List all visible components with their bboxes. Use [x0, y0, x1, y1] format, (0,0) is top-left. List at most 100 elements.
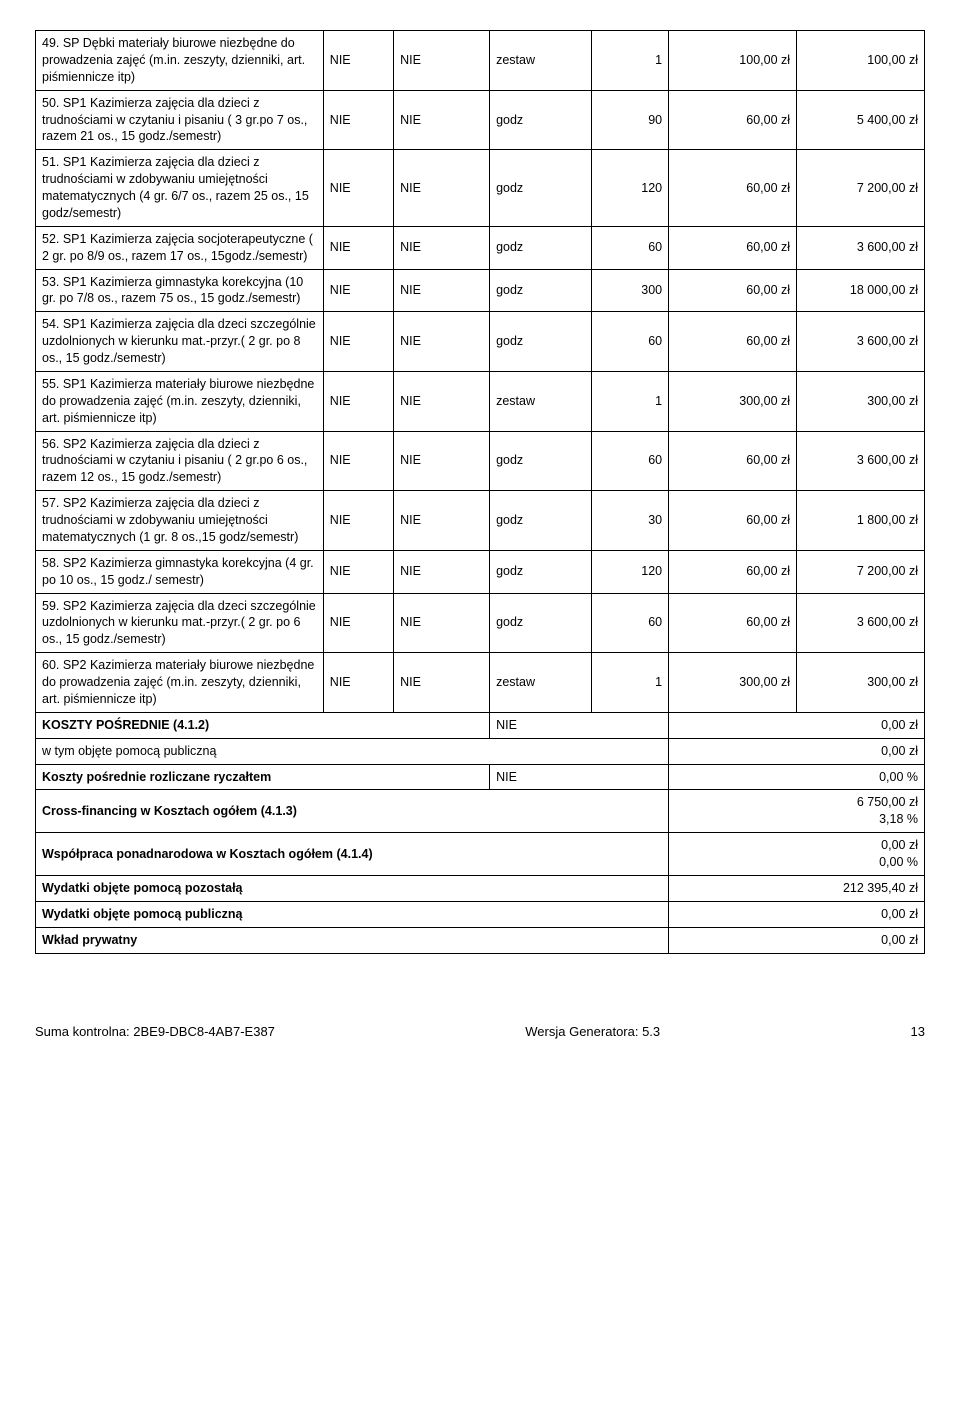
cell-c1: NIE — [323, 312, 393, 372]
cell-c1: NIE — [323, 226, 393, 269]
cell-unit: zestaw — [490, 371, 592, 431]
cell-total: 5 400,00 zł — [797, 90, 925, 150]
summary-row: Koszty pośrednie rozliczane ryczałtemNIE… — [36, 764, 925, 790]
cell-unit: godz — [490, 269, 592, 312]
cell-desc: 49. SP Dębki materiały biurowe niezbędne… — [36, 31, 324, 91]
summary-label: Cross-financing w Kosztach ogółem (4.1.3… — [36, 790, 669, 833]
cell-unit: godz — [490, 550, 592, 593]
cell-unit: godz — [490, 491, 592, 551]
cell-unit: godz — [490, 150, 592, 227]
summary-row: Wydatki objęte pomocą pozostałą212 395,4… — [36, 875, 925, 901]
cell-qty: 60 — [592, 431, 669, 491]
cell-c2: NIE — [394, 593, 490, 653]
summary-row: KOSZTY POŚREDNIE (4.1.2)NIE0,00 zł — [36, 712, 925, 738]
summary-row: Cross-financing w Kosztach ogółem (4.1.3… — [36, 790, 925, 833]
cell-c1: NIE — [323, 150, 393, 227]
cell-qty: 1 — [592, 371, 669, 431]
table-row: 53. SP1 Kazimierza gimnastyka korekcyjna… — [36, 269, 925, 312]
table-row: 57. SP2 Kazimierza zajęcia dla dzieci z … — [36, 491, 925, 551]
cell-c2: NIE — [394, 150, 490, 227]
cell-desc: 52. SP1 Kazimierza zajęcia socjoterapeut… — [36, 226, 324, 269]
cell-total: 7 200,00 zł — [797, 150, 925, 227]
cell-total: 7 200,00 zł — [797, 550, 925, 593]
cell-desc: 50. SP1 Kazimierza zajęcia dla dzieci z … — [36, 90, 324, 150]
cell-qty: 120 — [592, 550, 669, 593]
cell-c2: NIE — [394, 491, 490, 551]
summary-value: 0,00 zł — [669, 927, 925, 953]
summary-value: 6 750,00 zł3,18 % — [669, 790, 925, 833]
cell-price: 300,00 zł — [669, 371, 797, 431]
cell-price: 100,00 zł — [669, 31, 797, 91]
cell-c1: NIE — [323, 550, 393, 593]
cell-total: 300,00 zł — [797, 371, 925, 431]
summary-value: 0,00 % — [669, 764, 925, 790]
cell-c2: NIE — [394, 431, 490, 491]
summary-label: Koszty pośrednie rozliczane ryczałtem — [36, 764, 490, 790]
summary-value: 0,00 zł0,00 % — [669, 833, 925, 876]
cell-c2: NIE — [394, 31, 490, 91]
cell-price: 60,00 zł — [669, 312, 797, 372]
checksum: Suma kontrolna: 2BE9-DBC8-4AB7-E387 — [35, 1024, 275, 1039]
cell-price: 60,00 zł — [669, 491, 797, 551]
table-row: 50. SP1 Kazimierza zajęcia dla dzieci z … — [36, 90, 925, 150]
cell-total: 3 600,00 zł — [797, 312, 925, 372]
summary-value: 0,00 zł — [669, 712, 925, 738]
cell-price: 60,00 zł — [669, 226, 797, 269]
cell-desc: 58. SP2 Kazimierza gimnastyka korekcyjna… — [36, 550, 324, 593]
summary-label: KOSZTY POŚREDNIE (4.1.2) — [36, 712, 490, 738]
summary-label: Wydatki objęte pomocą pozostałą — [36, 875, 669, 901]
cell-total: 3 600,00 zł — [797, 226, 925, 269]
summary-row: w tym objęte pomocą publiczną0,00 zł — [36, 738, 925, 764]
cell-qty: 90 — [592, 90, 669, 150]
summary-value: 0,00 zł — [669, 738, 925, 764]
cell-c2: NIE — [394, 653, 490, 713]
table-row: 49. SP Dębki materiały biurowe niezbędne… — [36, 31, 925, 91]
cell-c1: NIE — [323, 269, 393, 312]
cell-total: 3 600,00 zł — [797, 593, 925, 653]
cell-c1: NIE — [323, 31, 393, 91]
cell-price: 60,00 zł — [669, 269, 797, 312]
summary-mid: NIE — [490, 712, 669, 738]
table-row: 55. SP1 Kazimierza materiały biurowe nie… — [36, 371, 925, 431]
cell-unit: godz — [490, 312, 592, 372]
cell-unit: godz — [490, 90, 592, 150]
cell-price: 60,00 zł — [669, 593, 797, 653]
table-row: 52. SP1 Kazimierza zajęcia socjoterapeut… — [36, 226, 925, 269]
table-row: 58. SP2 Kazimierza gimnastyka korekcyjna… — [36, 550, 925, 593]
table-row: 56. SP2 Kazimierza zajęcia dla dzieci z … — [36, 431, 925, 491]
cell-desc: 55. SP1 Kazimierza materiały biurowe nie… — [36, 371, 324, 431]
cell-qty: 300 — [592, 269, 669, 312]
summary-value: 0,00 zł — [669, 901, 925, 927]
cell-unit: godz — [490, 593, 592, 653]
cell-total: 1 800,00 zł — [797, 491, 925, 551]
cell-unit: godz — [490, 226, 592, 269]
cell-c2: NIE — [394, 90, 490, 150]
cell-total: 18 000,00 zł — [797, 269, 925, 312]
cell-qty: 60 — [592, 312, 669, 372]
summary-row: Wydatki objęte pomocą publiczną0,00 zł — [36, 901, 925, 927]
cell-unit: godz — [490, 431, 592, 491]
cell-c1: NIE — [323, 593, 393, 653]
cell-total: 3 600,00 zł — [797, 431, 925, 491]
cell-unit: zestaw — [490, 31, 592, 91]
cell-c2: NIE — [394, 269, 490, 312]
table-row: 54. SP1 Kazimierza zajęcia dla dzeci szc… — [36, 312, 925, 372]
summary-label: w tym objęte pomocą publiczną — [36, 738, 669, 764]
cost-table: 49. SP Dębki materiały biurowe niezbędne… — [35, 30, 925, 954]
cell-qty: 30 — [592, 491, 669, 551]
cell-desc: 57. SP2 Kazimierza zajęcia dla dzieci z … — [36, 491, 324, 551]
cell-c2: NIE — [394, 312, 490, 372]
cell-qty: 1 — [592, 653, 669, 713]
page-footer: Suma kontrolna: 2BE9-DBC8-4AB7-E387 Wers… — [35, 1024, 925, 1039]
cell-desc: 60. SP2 Kazimierza materiały biurowe nie… — [36, 653, 324, 713]
cell-c1: NIE — [323, 371, 393, 431]
cell-total: 100,00 zł — [797, 31, 925, 91]
summary-row: Współpraca ponadnarodowa w Kosztach ogół… — [36, 833, 925, 876]
cell-c1: NIE — [323, 491, 393, 551]
generator-version: Wersja Generatora: 5.3 — [525, 1024, 660, 1039]
summary-row: Wkład prywatny0,00 zł — [36, 927, 925, 953]
table-row: 60. SP2 Kazimierza materiały biurowe nie… — [36, 653, 925, 713]
summary-label: Wkład prywatny — [36, 927, 669, 953]
cell-qty: 60 — [592, 226, 669, 269]
cell-c1: NIE — [323, 653, 393, 713]
